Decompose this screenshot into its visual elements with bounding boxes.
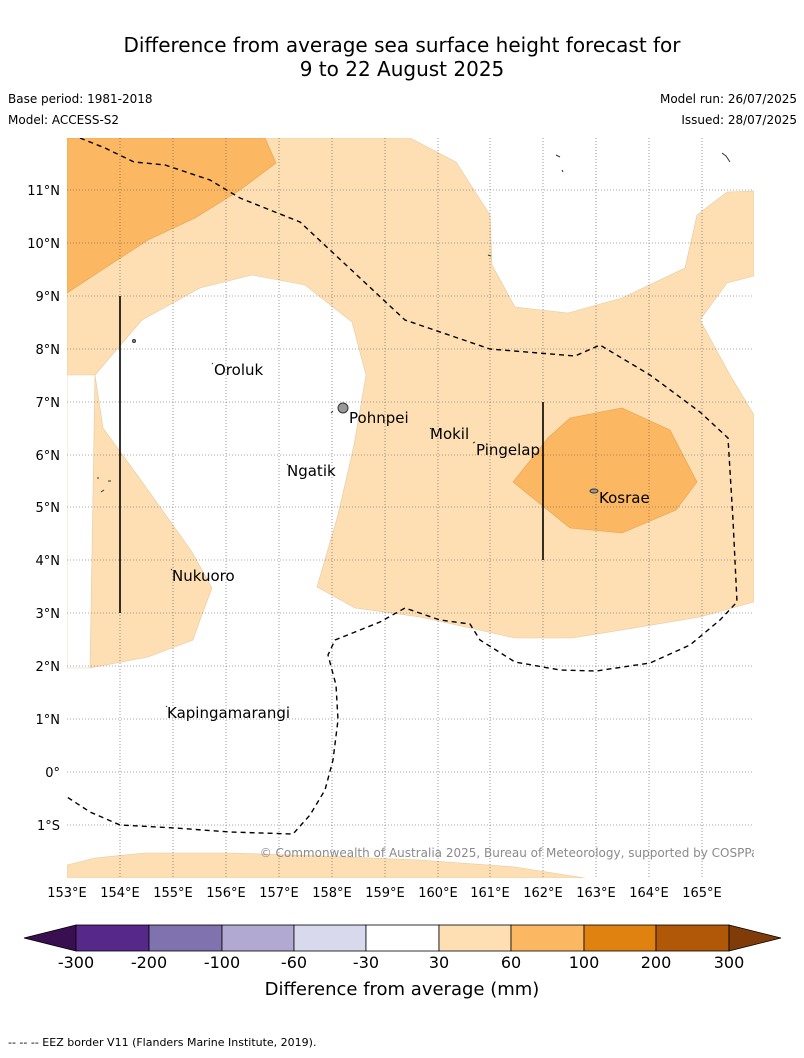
x-tick: 164°E [629, 886, 669, 901]
x-tick: 159°E [365, 886, 405, 901]
title-line-1: Difference from average sea surface heig… [123, 33, 681, 57]
model-run: Model run: 26/07/2025 [659, 92, 797, 106]
colorbar-label: 300 [714, 953, 745, 972]
y-tick: 4°N [36, 554, 61, 569]
y-tick: 2°N [36, 660, 61, 675]
x-axis-labels: 153°E 154°E 155°E 156°E 157°E 158°E 159°… [47, 886, 722, 901]
colorbar-swatch [221, 924, 295, 952]
colorbar-title: Difference from average (mm) [265, 979, 540, 1000]
x-tick: 158°E [312, 886, 352, 901]
x-tick: 162°E [523, 886, 563, 901]
model-name: Model: ACCESS-S2 [8, 113, 120, 127]
colorbar-label: 30 [429, 953, 449, 972]
colorbar-label: -100 [204, 953, 240, 972]
label-kapingamarangi: Kapingamarangi [167, 704, 290, 722]
colorbar-extend-low [23, 924, 77, 952]
label-kosrae: Kosrae [599, 489, 650, 507]
islands [97, 152, 731, 708]
anomaly-region-30-60 [67, 138, 754, 669]
colorbar-swatch [75, 924, 150, 952]
colorbar-label: 100 [569, 953, 600, 972]
y-tick: 8°N [36, 343, 61, 358]
label-mokil: Mokil [430, 425, 469, 443]
label-nukuoro: Nukuoro [172, 567, 235, 585]
kosrae-island-icon [589, 488, 599, 494]
y-tick: 10°N [27, 237, 60, 252]
colorbar-label: 200 [641, 953, 672, 972]
x-tick: 155°E [153, 886, 193, 901]
gridlines [67, 138, 754, 878]
colorbar-label: 60 [501, 953, 521, 972]
colorbar-swatch [365, 924, 440, 952]
y-tick: 9°N [36, 290, 61, 305]
label-oroluk: Oroluk [214, 361, 263, 379]
x-tick: 156°E [206, 886, 246, 901]
chart-title: Difference from average sea surface heig… [0, 33, 804, 81]
islet-icon [132, 339, 136, 343]
place-labels: Oroluk Pohnpei Mokil Pingelap Ngatik Kos… [167, 361, 650, 722]
anomaly-region-60-100-northwest [67, 138, 277, 294]
x-tick: 163°E [576, 886, 616, 901]
base-period: Base period: 1981-2018 [8, 92, 153, 106]
colorbar-labels: -300 -200 -100 -60 -30 30 60 100 200 300 [58, 953, 744, 972]
colorbar-swatch [148, 924, 223, 952]
eez-border [67, 138, 738, 835]
colorbar-swatch [438, 924, 512, 952]
y-axis-labels: 11°N 10°N 9°N 8°N 7°N 6°N 5°N 4°N 3°N 2°… [27, 184, 60, 834]
anomaly-region-60-100-kosrae [512, 407, 698, 534]
y-tick: 1°N [36, 713, 61, 728]
y-tick: 11°N [27, 184, 60, 199]
copyright-text: © Commonwealth of Australia 2025, Bureau… [260, 846, 765, 860]
colorbar-label: -300 [58, 953, 94, 972]
x-tick: 160°E [418, 886, 458, 901]
label-pingelap: Pingelap [476, 441, 540, 459]
y-tick: 0° [45, 766, 60, 781]
colorbar-label: -30 [353, 953, 379, 972]
colorbar-label: -200 [131, 953, 167, 972]
pohnpei-island-icon [337, 402, 349, 414]
y-tick: 6°N [36, 449, 61, 464]
label-pohnpei: Pohnpei [349, 409, 409, 427]
eez-footnote: -- -- -- EEZ border V11 (Flanders Marine… [8, 1036, 317, 1049]
y-tick: 1°S [37, 819, 60, 834]
colorbar-swatch [293, 924, 367, 952]
x-tick: 165°E [682, 886, 722, 901]
colorbar-swatch [583, 924, 657, 952]
label-ngatik: Ngatik [287, 462, 336, 480]
colorbar-extend-high [728, 924, 782, 952]
y-tick: 7°N [36, 396, 61, 411]
y-tick: 5°N [36, 501, 61, 516]
colorbar-label: -60 [281, 953, 307, 972]
colorbar [23, 924, 782, 952]
colorbar-swatch [655, 924, 730, 952]
issued-date: Issued: 28/07/2025 [681, 113, 797, 127]
x-tick: 157°E [259, 886, 299, 901]
x-tick: 161°E [470, 886, 510, 901]
title-line-2: 9 to 22 August 2025 [299, 57, 505, 81]
x-tick: 154°E [100, 886, 140, 901]
x-tick: 153°E [47, 886, 87, 901]
y-tick: 3°N [36, 607, 61, 622]
map-area: © Commonwealth of Australia 2025, Bureau… [67, 138, 765, 878]
colorbar-swatch [510, 924, 585, 952]
